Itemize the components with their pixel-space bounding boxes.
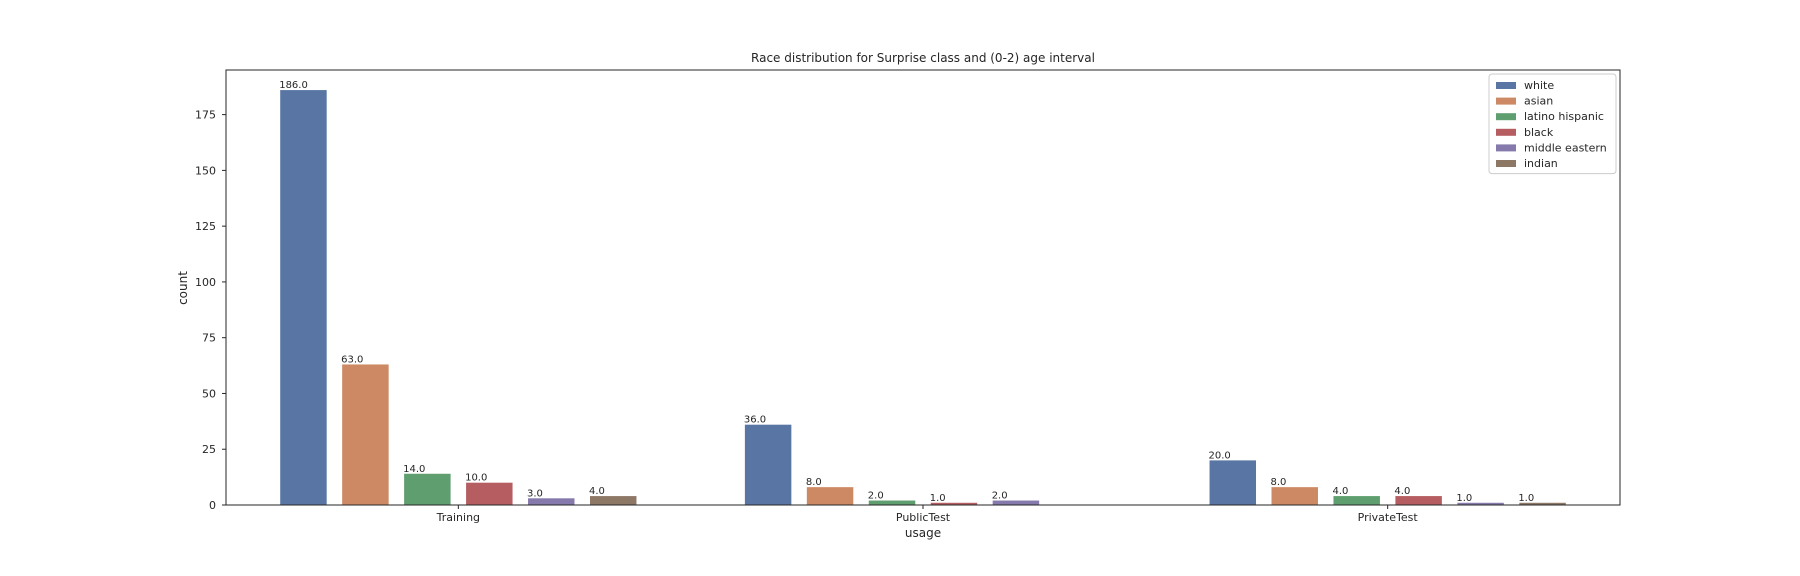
bar-latino-hispanic-publictest [868,500,916,505]
bar-middle-eastern-privatetest [1457,502,1504,505]
plot-frame [225,69,1621,506]
bar-indian-privatetest [1519,502,1566,505]
legend-swatch [1496,144,1516,152]
legend-entry: latino hispanic [1524,110,1604,123]
legend: white asian latino hispanic black middle eas… [1488,73,1617,175]
legend-swatch [1496,128,1516,136]
bar-asian-publictest [806,487,854,505]
legend-entry: black [1524,126,1554,139]
y-tick-label: 75 [202,332,216,345]
bar-data-label: 4.0 [1332,486,1348,497]
y-tick-label: 25 [202,443,216,456]
bar-data-label: 8.0 [1271,477,1287,488]
bar-asian-privatetest [1271,487,1318,505]
bar-data-label: 2.0 [992,491,1008,502]
plot-area: 186.0 36.0 20.0 63.0 8.0 8.0 14.0 2.0 4.0 10.0 1.0… [279,80,1566,505]
bar-black-training [466,482,513,505]
x-tick-label: PublicTest [896,511,951,524]
bar-asian-training [342,364,389,505]
legend-swatch [1496,113,1516,121]
bar-data-label: 1.0 [930,493,946,504]
bar-data-label: 36.0 [744,415,766,426]
legend-entry: indian [1524,157,1558,170]
legend-swatch [1496,97,1516,105]
y-tick-label: 175 [195,109,216,122]
bar-data-label: 1.0 [1518,493,1534,504]
y-tick-label: 0 [209,499,216,512]
bar-latino-hispanic-training [404,473,451,505]
legend-entry: middle eastern [1524,141,1607,154]
bar-data-label: 10.0 [465,473,487,484]
y-tick-label: 125 [195,220,216,233]
y-axis: 0 25 50 75 100 125 150 175 [195,109,226,512]
y-tick-label: 50 [202,387,216,400]
chart-title: Race distribution for Surprise class and… [751,51,1095,65]
bar-data-label: 2.0 [868,491,884,502]
bar-black-privatetest [1395,496,1442,505]
x-axis-label: usage [905,526,941,540]
bar-white-training [280,90,327,505]
legend-entry: asian [1524,95,1553,108]
bar-data-label: 186.0 [279,80,308,91]
y-tick-label: 100 [195,276,216,289]
x-tick-label: Training [436,511,480,524]
legend-swatch [1496,160,1516,167]
y-axis-label: count [176,271,190,305]
legend-entry: white [1524,79,1554,92]
bar-data-label: 8.0 [806,477,822,488]
bar-white-privatetest [1209,460,1257,505]
bar-data-label: 20.0 [1209,450,1231,461]
x-tick-label: PrivateTest [1358,511,1419,524]
bar-black-publictest [930,502,978,505]
x-axis: Training PublicTest PrivateTest [436,505,1419,524]
bar-data-label: 4.0 [1394,486,1410,497]
legend-swatch [1496,82,1516,89]
bar-data-label: 3.0 [527,488,543,499]
bar-middle-eastern-training [528,498,575,505]
bar-data-label: 14.0 [403,464,425,475]
bar-middle-eastern-publictest [992,500,1040,505]
bar-indian-training [589,496,637,505]
bar-data-label: 1.0 [1456,493,1472,504]
bar-latino-hispanic-privatetest [1333,496,1380,505]
bar-white-publictest [744,424,792,505]
legend-box [1488,73,1617,175]
bar-data-label: 63.0 [341,354,363,365]
bar-data-label: 4.0 [589,486,605,497]
y-tick-label: 150 [195,164,216,177]
